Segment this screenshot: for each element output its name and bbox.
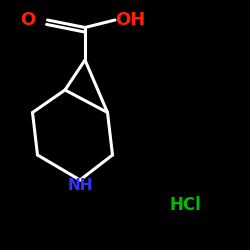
Text: HCl: HCl bbox=[169, 196, 201, 214]
Text: O: O bbox=[20, 11, 35, 29]
Text: NH: NH bbox=[67, 178, 93, 192]
Text: OH: OH bbox=[115, 11, 145, 29]
